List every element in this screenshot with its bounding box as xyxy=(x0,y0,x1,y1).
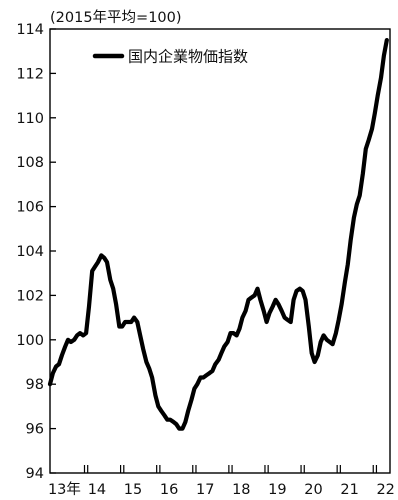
plot-frame xyxy=(49,28,391,474)
legend: 国内企業物価指数 xyxy=(92,48,248,66)
y-tick-label: 98 xyxy=(26,377,44,393)
x-tick-label: 17 xyxy=(196,482,214,498)
y-tick-label: 108 xyxy=(16,155,44,171)
y-tick-label: 96 xyxy=(26,422,44,438)
legend-label: 国内企業物価指数 xyxy=(128,48,248,66)
x-axis: 13年 14 15 16 17 18 19 20 21 22 xyxy=(48,465,395,498)
x-tick-label: 15 xyxy=(124,482,142,498)
x-tick-label: 22 xyxy=(376,482,394,498)
y-tick-label: 94 xyxy=(26,466,44,482)
y-tick-label: 112 xyxy=(16,66,44,82)
x-tick-label: 16 xyxy=(160,482,178,498)
y-tick-label: 100 xyxy=(16,333,44,349)
y-tick-label: 104 xyxy=(16,244,44,260)
y-tick-label: 114 xyxy=(16,22,44,38)
x-tick-label: 19 xyxy=(268,482,286,498)
x-tick-label: 18 xyxy=(232,482,250,498)
y-tick-label: 110 xyxy=(16,111,44,127)
series-group xyxy=(47,38,389,431)
x-tick-label: 21 xyxy=(340,482,358,498)
y-tick-label: 102 xyxy=(16,288,44,304)
x-tick-label: 13年 xyxy=(48,481,81,498)
y-tick-label: 106 xyxy=(16,200,44,216)
series-line xyxy=(47,38,389,431)
x-tick-label: 14 xyxy=(88,482,106,498)
x-tick-label: 20 xyxy=(304,482,322,498)
unit-note: (2015年平均=100) xyxy=(50,9,182,26)
y-axis: 94 96 98 100 102 104 106 108 110 112 114 xyxy=(16,22,56,482)
